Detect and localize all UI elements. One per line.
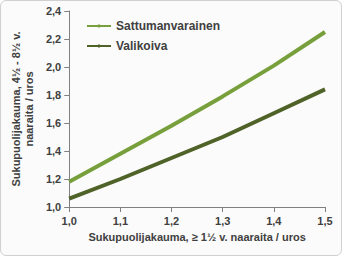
- svg-text:1,1: 1,1: [113, 215, 128, 227]
- svg-text:1,6: 1,6: [46, 117, 61, 129]
- svg-text:2,4: 2,4: [46, 5, 62, 17]
- svg-text:naaraita / uros: naaraita / uros: [23, 71, 35, 146]
- svg-text:1,2: 1,2: [46, 173, 61, 185]
- svg-text:1,0: 1,0: [46, 201, 61, 213]
- svg-text:2,0: 2,0: [46, 61, 61, 73]
- svg-text:1,5: 1,5: [317, 215, 332, 227]
- svg-text:Sukupuolijakauma, ≥ 1½ v. naar: Sukupuolijakauma, ≥ 1½ v. naaraita / uro…: [88, 231, 305, 243]
- svg-text:1,0: 1,0: [62, 215, 77, 227]
- svg-text:1,4: 1,4: [46, 145, 62, 157]
- svg-text:1,3: 1,3: [215, 215, 230, 227]
- svg-text:Valikoiva: Valikoiva: [116, 39, 168, 53]
- svg-text:1,2: 1,2: [164, 215, 179, 227]
- svg-text:Sukupuolijakauma, 4½ - 8½ v.: Sukupuolijakauma, 4½ - 8½ v.: [10, 31, 22, 186]
- svg-text:1,4: 1,4: [266, 215, 282, 227]
- svg-text:Sattumanvarainen: Sattumanvarainen: [116, 19, 220, 33]
- svg-text:2,2: 2,2: [46, 33, 61, 45]
- svg-text:1,8: 1,8: [46, 89, 61, 101]
